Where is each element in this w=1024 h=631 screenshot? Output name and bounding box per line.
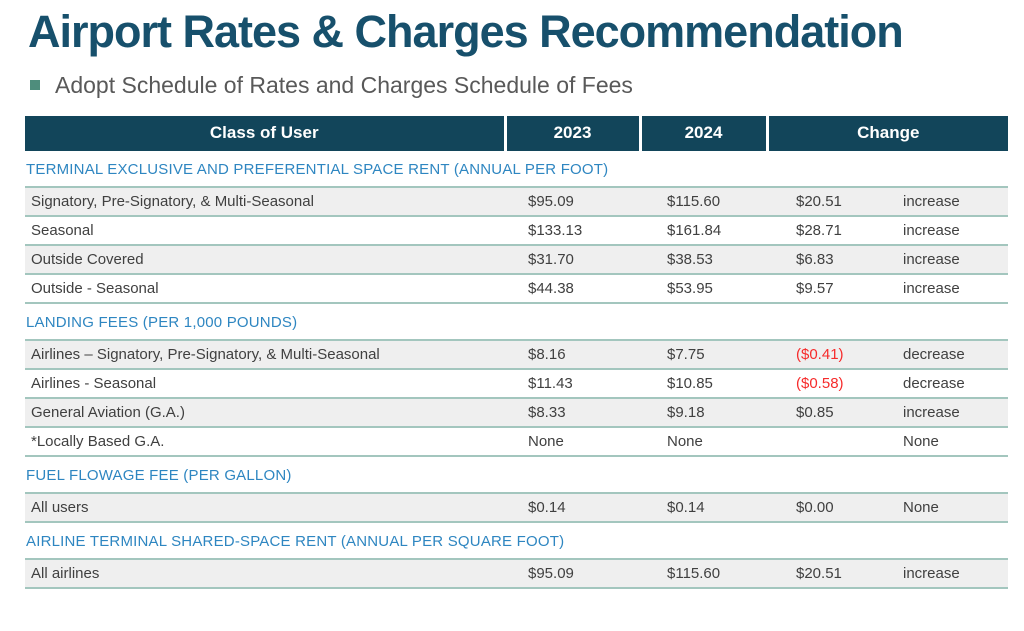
value-2023: $11.43 bbox=[505, 367, 640, 399]
value-2024: $38.53 bbox=[640, 243, 767, 275]
value-2023: $44.38 bbox=[505, 272, 640, 304]
section-heading-row: LANDING FEES (PER 1,000 POUNDS) bbox=[25, 302, 1008, 340]
row-label: Seasonal bbox=[25, 214, 505, 246]
col-header-2024: 2024 bbox=[638, 115, 767, 151]
row-label: All airlines bbox=[25, 557, 505, 589]
table-row: All users $0.14 $0.14 $0.00 None bbox=[25, 491, 1008, 523]
change-direction: None bbox=[883, 425, 1008, 457]
rates-table: Class of User 2023 2024 Change TERMINAL … bbox=[25, 115, 1008, 589]
col-header-2023: 2023 bbox=[503, 115, 640, 151]
section-heading: TERMINAL EXCLUSIVE AND PREFERENTIAL SPAC… bbox=[25, 150, 1008, 187]
bullet-square-icon bbox=[30, 80, 40, 91]
bullet-line: Adopt Schedule of Rates and Charges Sche… bbox=[30, 72, 1024, 99]
change-direction: decrease bbox=[883, 338, 1008, 370]
change-direction: increase bbox=[883, 185, 1008, 217]
table-row: Signatory, Pre-Signatory, & Multi-Season… bbox=[25, 185, 1008, 217]
change-amount: ($0.58) bbox=[767, 367, 883, 399]
value-2023: $95.09 bbox=[505, 185, 640, 217]
change-direction: decrease bbox=[883, 367, 1008, 399]
table-row: *Locally Based G.A. None None None bbox=[25, 425, 1008, 457]
value-2023: None bbox=[505, 425, 640, 457]
change-direction: increase bbox=[883, 557, 1008, 589]
change-amount: $0.85 bbox=[767, 396, 883, 428]
section-heading: AIRLINE TERMINAL SHARED-SPACE RENT (ANNU… bbox=[25, 521, 1008, 559]
section-heading: FUEL FLOWAGE FEE (PER GALLON) bbox=[25, 455, 1008, 493]
change-amount: $6.83 bbox=[767, 243, 883, 275]
table-row: Outside Covered $31.70 $38.53 $6.83 increase bbox=[25, 243, 1008, 275]
value-2024: $161.84 bbox=[640, 214, 767, 246]
change-amount: ($0.41) bbox=[767, 338, 883, 370]
value-2023: $95.09 bbox=[505, 557, 640, 589]
change-amount: $0.00 bbox=[767, 491, 883, 523]
row-label: All users bbox=[25, 491, 505, 523]
change-direction: increase bbox=[883, 214, 1008, 246]
change-direction: increase bbox=[883, 272, 1008, 304]
row-label: Airlines - Seasonal bbox=[25, 367, 505, 399]
col-header-class-of-user: Class of User bbox=[25, 115, 505, 151]
section-heading-row: FUEL FLOWAGE FEE (PER GALLON) bbox=[25, 455, 1008, 493]
change-direction: increase bbox=[883, 243, 1008, 275]
value-2024: $115.60 bbox=[640, 557, 767, 589]
value-2024: $0.14 bbox=[640, 491, 767, 523]
table-header-row: Class of User 2023 2024 Change bbox=[25, 115, 1008, 151]
value-2023: $133.13 bbox=[505, 214, 640, 246]
page-title: Airport Rates & Charges Recommendation bbox=[28, 6, 904, 57]
row-label: Outside - Seasonal bbox=[25, 272, 505, 304]
table-row: General Aviation (G.A.) $8.33 $9.18 $0.85 in… bbox=[25, 396, 1008, 428]
table-row: Airlines – Signatory, Pre-Signatory, & M… bbox=[25, 338, 1008, 370]
table-row: All airlines $95.09 $115.60 $20.51 increase bbox=[25, 557, 1008, 589]
row-label: General Aviation (G.A.) bbox=[25, 396, 505, 428]
change-amount: $28.71 bbox=[767, 214, 883, 246]
value-2023: $0.14 bbox=[505, 491, 640, 523]
row-label: Airlines – Signatory, Pre-Signatory, & M… bbox=[25, 338, 505, 370]
section-heading-row: TERMINAL EXCLUSIVE AND PREFERENTIAL SPAC… bbox=[25, 150, 1008, 187]
table-row: Seasonal $133.13 $161.84 $28.71 increase bbox=[25, 214, 1008, 246]
change-amount: $20.51 bbox=[767, 185, 883, 217]
value-2023: $8.16 bbox=[505, 338, 640, 370]
value-2024: $53.95 bbox=[640, 272, 767, 304]
row-label: Signatory, Pre-Signatory, & Multi-Season… bbox=[25, 185, 505, 217]
change-direction: increase bbox=[883, 396, 1008, 428]
rates-table-body: TERMINAL EXCLUSIVE AND PREFERENTIAL SPAC… bbox=[25, 150, 1008, 589]
value-2024: $115.60 bbox=[640, 185, 767, 217]
change-amount: $9.57 bbox=[767, 272, 883, 304]
change-direction: None bbox=[883, 491, 1008, 523]
value-2024: $10.85 bbox=[640, 367, 767, 399]
value-2024: $7.75 bbox=[640, 338, 767, 370]
value-2024: None bbox=[640, 425, 767, 457]
bullet-text: Adopt Schedule of Rates and Charges Sche… bbox=[55, 71, 633, 98]
section-heading: LANDING FEES (PER 1,000 POUNDS) bbox=[25, 302, 1008, 340]
table-row: Outside - Seasonal $44.38 $53.95 $9.57 incre… bbox=[25, 272, 1008, 304]
col-header-change: Change bbox=[765, 115, 1008, 151]
value-2024: $9.18 bbox=[640, 396, 767, 428]
value-2023: $31.70 bbox=[505, 243, 640, 275]
change-amount: $20.51 bbox=[767, 557, 883, 589]
row-label: *Locally Based G.A. bbox=[25, 425, 505, 457]
table-row: Airlines - Seasonal $11.43 $10.85 ($0.58) de… bbox=[25, 367, 1008, 399]
change-amount bbox=[767, 425, 883, 457]
value-2023: $8.33 bbox=[505, 396, 640, 428]
row-label: Outside Covered bbox=[25, 243, 505, 275]
section-heading-row: AIRLINE TERMINAL SHARED-SPACE RENT (ANNU… bbox=[25, 521, 1008, 559]
